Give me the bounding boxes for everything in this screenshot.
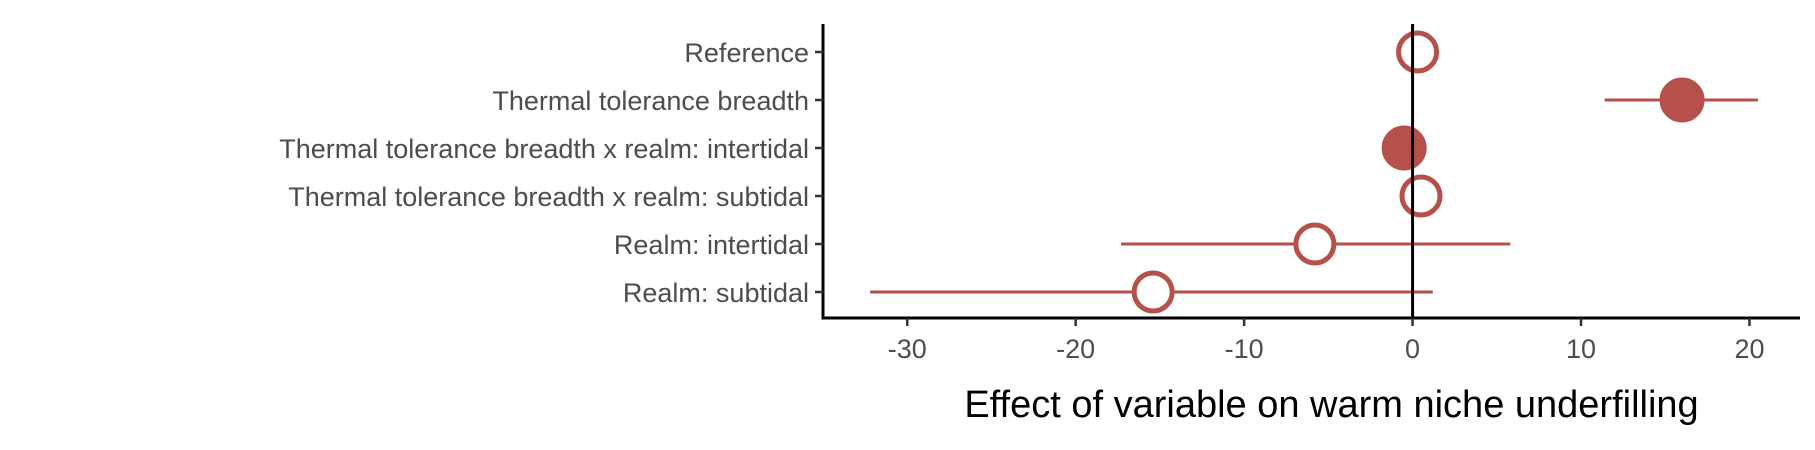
axes: -30 -20 -10 0 10 20 Reference Thermal tolerance… (279, 24, 1800, 364)
x-tick-label: -10 (1225, 334, 1264, 364)
y-tick-label: Realm: subtidal (623, 278, 809, 308)
x-tick-label: 10 (1566, 334, 1596, 364)
y-tick-label: Reference (684, 38, 809, 68)
x-tick-label: 20 (1734, 334, 1764, 364)
y-tick-label: Thermal tolerance breadth (492, 86, 809, 116)
x-tick-label: -30 (888, 334, 927, 364)
x-axis-title: Effect of variable on warm niche underfi… (964, 384, 1698, 426)
y-tick-label: Thermal tolerance breadth x realm: inter… (279, 134, 809, 164)
estimate-point (1293, 222, 1337, 266)
estimate-point-significant (1381, 125, 1427, 171)
plot-marks (870, 30, 1758, 314)
x-tick-label: 0 (1405, 334, 1420, 364)
x-tick-label: -20 (1056, 334, 1095, 364)
y-tick-label: Realm: intertidal (614, 230, 809, 260)
estimate-point (1131, 270, 1175, 314)
estimate-point-significant (1659, 77, 1705, 123)
y-tick-label: Thermal tolerance breadth x realm: subti… (288, 182, 809, 212)
estimate-point (1396, 30, 1440, 74)
estimate-point (1399, 174, 1443, 218)
